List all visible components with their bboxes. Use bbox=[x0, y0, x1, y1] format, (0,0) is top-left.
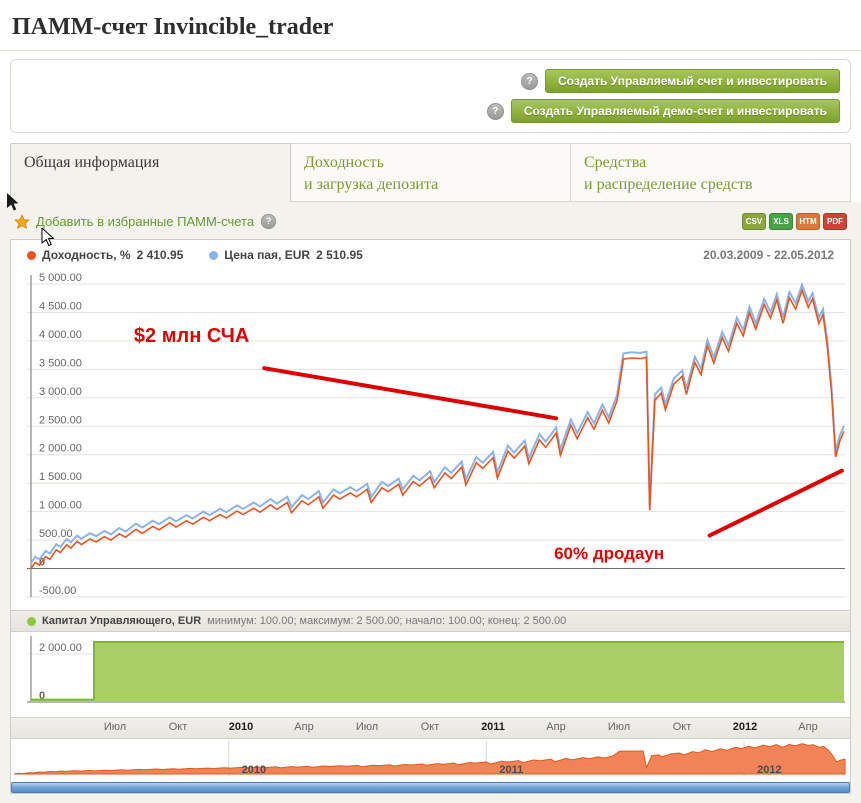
y-tick-label: 5 000.00 bbox=[39, 272, 82, 284]
chart-date-range: 20.03.2009 - 22.05.2012 bbox=[703, 248, 834, 263]
chart-scrollbar[interactable] bbox=[11, 782, 850, 794]
page-title: ПАММ-счет Invincible_trader bbox=[12, 14, 334, 40]
create-real-row: ? Создать Управляемый счет и инвестирова… bbox=[521, 69, 840, 93]
x-axis-month-label: Июл bbox=[103, 721, 127, 734]
capital-line bbox=[31, 641, 844, 701]
navigator-area bbox=[13, 743, 846, 775]
return-series-value: 2 410.95 bbox=[136, 248, 184, 263]
help-icon[interactable]: ? bbox=[486, 102, 504, 120]
x-axis-bar: Июл Окт 2010 Апр Июл Окт 2011 Апр Июл Окт 2012 Апр bbox=[11, 717, 850, 740]
y-tick-label: 500.00 bbox=[39, 528, 73, 540]
y-tick-label: -500.00 bbox=[39, 585, 76, 597]
y-tick-label: 0 bbox=[39, 690, 45, 702]
y-tick-label: 3 000.00 bbox=[39, 386, 82, 398]
create-managed-demo-account-button[interactable]: Создать Управляемый демо-счет и инвестир… bbox=[510, 99, 840, 123]
x-axis-month-label: Окт bbox=[168, 721, 188, 734]
chart-navigator[interactable]: 2010 2011 2012 bbox=[11, 739, 850, 783]
unit-price-series-value: 2 510.95 bbox=[316, 248, 363, 263]
legend-item-unit-price: Цена пая, EUR 2 510.95 bbox=[209, 248, 363, 262]
export-csv-button[interactable]: CSV bbox=[742, 213, 766, 231]
annotation-line bbox=[262, 366, 559, 421]
tab-content-general: Добавить в избранные ПАММ-счета ? CSV XL… bbox=[0, 202, 861, 803]
account-actions-panel: ? Создать Управляемый счет и инвестирова… bbox=[10, 59, 851, 133]
navigator-year-label: 2010 bbox=[242, 764, 266, 776]
unit-price-line bbox=[30, 281, 845, 564]
y-tick-label: 1 500.00 bbox=[39, 471, 82, 483]
annotation-text: 60% дродаун bbox=[554, 544, 664, 563]
y-tick-label: 3 500.00 bbox=[39, 358, 82, 370]
x-axis-year-label: 2012 bbox=[732, 721, 758, 734]
y-tick-label: 4 000.00 bbox=[39, 329, 82, 341]
x-axis-month-label: Окт bbox=[672, 721, 692, 734]
y-tick-label: 2 500.00 bbox=[39, 414, 82, 426]
y-tick-label: 2 000.00 bbox=[39, 443, 82, 455]
export-htm-button[interactable]: HTM bbox=[796, 213, 820, 231]
capital-series-label: Капитал Управляющего, EUR bbox=[42, 615, 202, 628]
help-icon[interactable]: ? bbox=[521, 72, 538, 90]
navigator-year-label: 2011 bbox=[499, 764, 523, 776]
x-axis-year-label: 2011 bbox=[481, 721, 505, 734]
create-demo-row: ? Создать Управляемый демо-счет и инвест… bbox=[486, 99, 840, 123]
x-axis-month-label: Апр bbox=[546, 721, 566, 734]
star-icon bbox=[14, 213, 30, 229]
capital-area bbox=[31, 642, 844, 703]
y-tick-label: 1 000.00 bbox=[39, 500, 82, 512]
return-series-dot-icon bbox=[27, 250, 36, 260]
export-xls-button[interactable]: XLS bbox=[769, 213, 793, 231]
x-axis-month-label: Окт bbox=[420, 721, 440, 734]
annotation-text: $2 млн СЧА bbox=[134, 325, 249, 347]
unit-price-series-label: Цена пая, EUR bbox=[224, 248, 311, 263]
tab-bar: Общая информация Доходность и загрузка д… bbox=[10, 143, 851, 203]
performance-chart-panel: Доходность, % 2 410.95 Цена пая, EUR 2 5… bbox=[10, 239, 851, 795]
x-axis-month-label: Апр bbox=[294, 721, 314, 734]
favorites-row: Добавить в избранные ПАММ-счета ? CSV XL… bbox=[10, 202, 851, 239]
x-axis-month-label: Июл bbox=[355, 721, 379, 734]
navigator-year-label: 2012 bbox=[757, 764, 781, 776]
chart-legend: Доходность, % 2 410.95 Цена пая, EUR 2 5… bbox=[11, 240, 850, 270]
x-axis-year-label: 2010 bbox=[228, 721, 254, 734]
help-icon[interactable]: ? bbox=[260, 214, 277, 230]
capital-legend-bar: Капитал Управляющего, EUR минимум: 100.0… bbox=[11, 610, 850, 633]
capital-series-stats: минимум: 100.00; максимум: 2 500.00; нач… bbox=[207, 615, 567, 628]
annotation-line bbox=[707, 468, 844, 538]
unit-price-series-dot-icon bbox=[209, 250, 219, 260]
return-series-label: Доходность, % bbox=[42, 248, 131, 263]
legend-item-return: Доходность, % 2 410.95 bbox=[27, 248, 183, 262]
capital-series-dot-icon bbox=[27, 616, 36, 626]
performance-chart[interactable]: 5 000.00 4 500.00 4 000.00 3 500.00 3 000.00… bbox=[11, 270, 850, 605]
add-to-favorites-link[interactable]: Добавить в избранные ПАММ-счета bbox=[36, 214, 255, 230]
export-buttons: CSV XLS HTM PDF bbox=[742, 213, 847, 231]
export-pdf-button[interactable]: PDF bbox=[823, 213, 847, 231]
tab-funds-distribution[interactable]: Средства и распределение средств bbox=[571, 143, 851, 203]
y-tick-label: 4 500.00 bbox=[39, 301, 82, 313]
tab-general-info[interactable]: Общая информация bbox=[10, 143, 291, 203]
x-axis-month-label: Июл bbox=[607, 721, 631, 734]
create-managed-account-button[interactable]: Создать Управляемый счет и инвестировать bbox=[545, 69, 840, 93]
header-divider bbox=[0, 50, 861, 51]
return-line bbox=[30, 288, 845, 570]
capital-chart: 2 000.00 0 bbox=[27, 636, 845, 703]
tab-profitability[interactable]: Доходность и загрузка депозита bbox=[291, 143, 571, 203]
x-axis-month-label: Апр bbox=[798, 721, 818, 734]
y-tick-label: 2 000.00 bbox=[39, 642, 82, 654]
